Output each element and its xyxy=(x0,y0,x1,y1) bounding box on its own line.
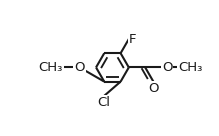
Text: O: O xyxy=(74,61,85,74)
Text: Cl: Cl xyxy=(98,96,111,109)
Text: F: F xyxy=(129,33,137,46)
Text: O: O xyxy=(148,82,159,95)
Text: CH₃: CH₃ xyxy=(178,61,203,74)
Text: CH₃: CH₃ xyxy=(39,61,63,74)
Text: O: O xyxy=(162,61,172,74)
